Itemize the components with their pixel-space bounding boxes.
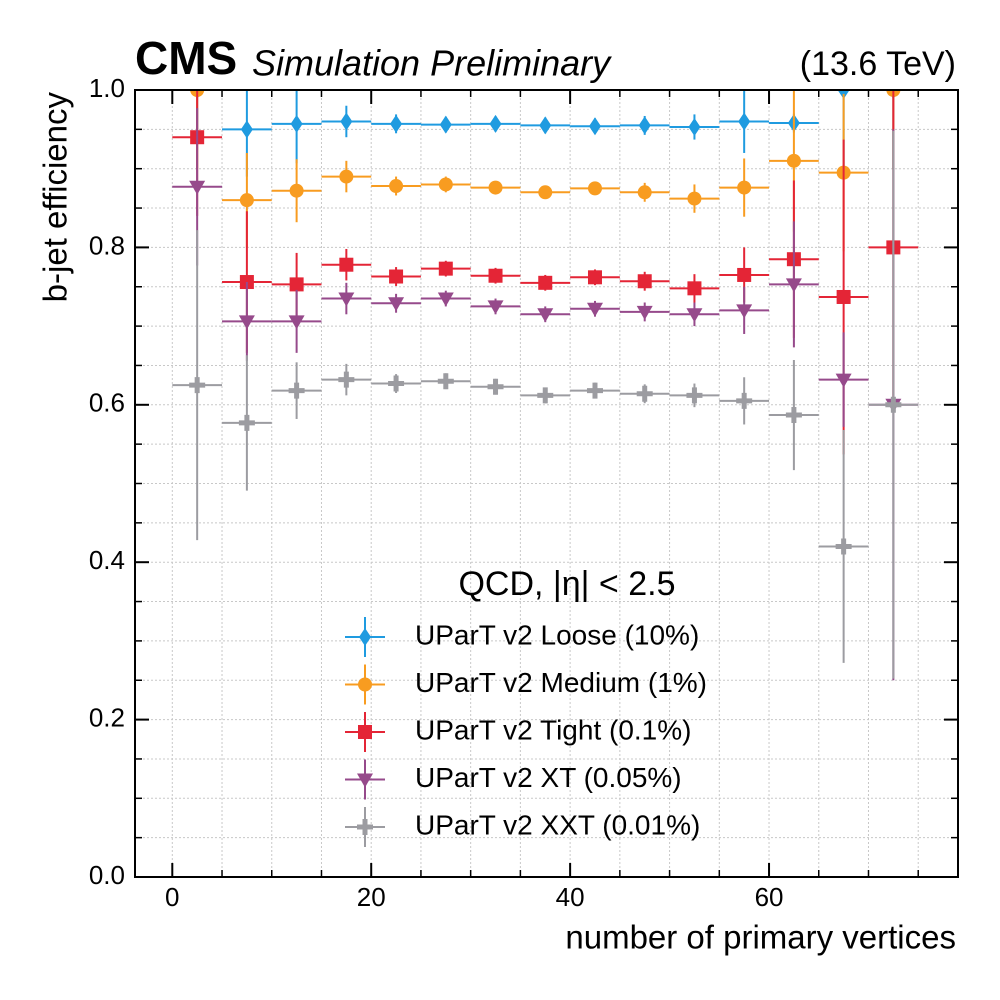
marker [686,308,703,323]
marker [537,308,554,323]
marker [636,385,653,402]
experiment-label: CMS [135,32,237,84]
marker [786,153,801,168]
subtitle: Simulation Preliminary [252,43,612,84]
y-tick-label: 1.0 [89,73,125,103]
y-axis-label: b-jet efficiency [37,92,74,303]
legend-label: UParT v2 XT (0.05%) [415,762,682,793]
marker [388,297,405,312]
x-tick-label: 20 [357,882,386,912]
marker [340,112,353,131]
marker [736,392,753,409]
marker [539,116,552,135]
marker [785,278,802,293]
marker [390,114,403,133]
x-tick-label: 0 [165,882,179,912]
marker [538,275,553,290]
marker [238,414,255,431]
grid [135,89,958,878]
marker [688,117,701,136]
marker [388,375,405,392]
marker [835,373,852,388]
legend-marker [359,628,371,646]
marker [437,292,454,307]
marker [537,387,554,404]
marker [290,114,303,133]
ticks: 0.0 0.2 0.4 0.6 0.8 1.0 0 20 40 60 [89,73,958,912]
legend-marker [358,725,372,739]
marker [288,315,305,330]
marker [488,180,503,195]
marker [736,304,753,319]
y-tick-label: 0.0 [89,860,125,890]
y-tick-label: 0.6 [89,388,125,418]
x-tick-label: 40 [556,882,585,912]
marker [487,300,504,315]
marker [637,185,652,200]
marker [338,292,355,307]
marker [636,305,653,320]
marker [189,180,206,195]
marker [586,382,603,399]
marker [835,538,852,555]
marker [288,382,305,399]
y-tick-label: 0.8 [89,230,125,260]
legend-label: UParT v2 Tight (0.1%) [415,714,691,745]
marker [588,117,601,136]
marker [737,180,752,195]
y-tick-label: 0.4 [89,545,125,575]
marker [785,407,802,424]
marker [189,377,206,394]
marker [439,115,452,134]
legend-label: UParT v2 Medium (1%) [415,667,707,698]
marker [686,387,703,404]
marker [687,191,702,206]
marker [487,378,504,395]
legend-marker [358,677,372,692]
marker [538,185,553,200]
y-tick-label: 0.2 [89,702,125,732]
legend: UParT v2 Loose (10%) UParT v2 Medium (1%)… [345,617,707,847]
marker [438,177,453,192]
legend-title: QCD, |η| < 2.5 [458,565,675,603]
marker [289,277,304,292]
marker [638,116,651,135]
marker [389,269,404,284]
marker [587,270,602,285]
marker [836,289,851,304]
legend-label: UParT v2 XXT (0.01%) [415,809,700,840]
marker [339,169,354,184]
marker [438,261,453,276]
marker [488,268,503,283]
marker [339,257,354,272]
marker [738,112,751,131]
marker [587,181,602,196]
energy-label: (13.6 TeV) [800,45,956,83]
marker [240,120,253,139]
marker [338,371,355,388]
legend-marker [357,773,373,788]
marker [289,183,304,198]
legend-label: UParT v2 Loose (10%) [415,619,699,650]
marker [737,267,752,282]
marker [389,179,404,194]
marker [586,302,603,317]
plot-area [172,90,919,681]
x-axis-label: number of primary vertices [565,919,956,956]
marker [437,373,454,390]
marker [687,281,702,296]
marker [885,396,902,413]
legend-marker [357,819,373,835]
marker [238,315,255,330]
marker [637,274,652,289]
marker [239,193,254,208]
x-tick-label: 60 [755,882,784,912]
marker [489,114,502,133]
